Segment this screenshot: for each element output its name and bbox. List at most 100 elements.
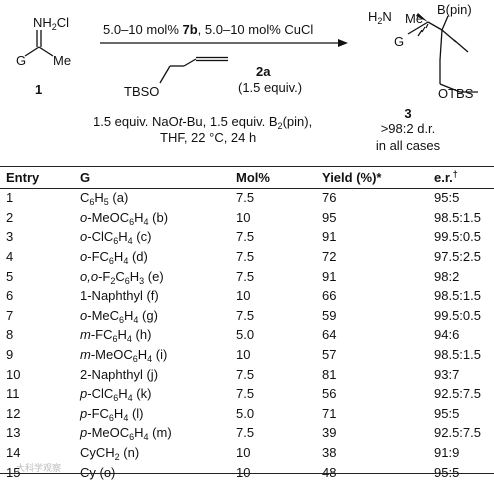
cell-yield: 38 [322, 445, 337, 461]
cell-g: 1-Naphthyl (f) [80, 286, 236, 306]
g-part: 4 [133, 314, 139, 325]
g-part: 4 [147, 354, 153, 365]
table-top-rule [0, 166, 494, 167]
cell-er: 98.5:1.5 [434, 209, 481, 225]
g-part: H [129, 268, 140, 284]
g-part: 6 [113, 393, 119, 404]
cell-yield: 39 [322, 425, 337, 441]
cell-mol: 7.5 [236, 386, 255, 402]
g-part: (d) [128, 249, 148, 265]
g-part: 6 [132, 354, 138, 365]
product-note: in all cases [375, 138, 441, 153]
cell-mol: 7.5 [236, 425, 255, 441]
table-body: 1 C6H5 (a) 7.5 76 95:5 2 o-MeOC6H4 (b) 10 95 98.5… [0, 188, 494, 482]
cell-yield: 72 [322, 249, 337, 265]
g-part: (c) [132, 229, 152, 245]
g-part: 4 [126, 334, 132, 345]
g-part: 4 [143, 216, 149, 227]
g-part: 6 [119, 314, 125, 325]
table-row: 5 o,o-F2C6H3 (e) 7.5 91 98:2 [0, 266, 494, 286]
g-part: H [124, 307, 134, 323]
cell-g: m-FC6H4 (h) [80, 325, 236, 345]
cell-entry: 6 [6, 288, 14, 304]
table-header-rule [0, 188, 494, 189]
cell-yield: 71 [322, 405, 337, 421]
scheme-structures [24, 13, 478, 93]
sm-me-label: Me [53, 53, 72, 68]
conditions-line-2: THF, 22 °C, 24 h [160, 130, 257, 145]
g-part: -MeOC [87, 425, 130, 441]
reaction-arrow [100, 39, 348, 47]
table-header-row: Entry G Mol% Yield (%)* e.r.† [0, 167, 494, 188]
g-part: (n) [119, 445, 140, 461]
g-part: (g) [138, 307, 158, 323]
g-part: 6 [108, 412, 114, 423]
cell-g: C6H5 (a) [80, 188, 236, 208]
allene-equiv: (1.5 equiv.) [238, 80, 303, 95]
allene-tbso-label: TBSO [124, 84, 160, 99]
header-er: e.r.† [434, 169, 458, 186]
g-part: 2 [114, 452, 120, 463]
cell-entry: 3 [6, 229, 14, 245]
product-dr: >98:2 d.r. [380, 121, 436, 136]
cell-yield: 64 [322, 327, 337, 343]
product-amine-label: H2N [368, 9, 392, 26]
table-row: 4 o-FC6H4 (d) 7.5 72 97.5:2.5 [0, 247, 494, 267]
product-compound-number: 3 [404, 106, 412, 121]
cell-g: Cy (o) [80, 462, 236, 482]
g-part: 4 [123, 256, 129, 267]
g-part: (h) [131, 327, 152, 343]
g-part: H [134, 425, 144, 441]
cell-g: p-MeOC6H4 (m) [80, 423, 236, 443]
g-part: 6 [129, 432, 135, 443]
cell-entry: 14 [6, 445, 21, 461]
g-part: o [80, 229, 88, 245]
cell-er: 93:7 [434, 366, 460, 382]
catalyst-conditions: 5.0–10 mol% 7b, 5.0–10 mol% CuCl [103, 22, 314, 37]
g-part: (k) [132, 386, 152, 402]
cell-g: p-FC6H4 (l) [80, 404, 236, 424]
g-part: C [80, 190, 90, 206]
g-part: H [118, 386, 128, 402]
g-part: 3 [139, 275, 145, 286]
cell-yield: 91 [322, 229, 337, 245]
cell-er: 91:9 [434, 445, 460, 461]
cell-er: 98.5:1.5 [434, 288, 481, 304]
g-part: o [80, 209, 88, 225]
g-part: H [118, 229, 128, 245]
product-me-label: Me [405, 11, 424, 26]
cell-er: 92.5:7.5 [434, 425, 481, 441]
cell-mol: 10 [236, 288, 251, 304]
g-part: -FC [87, 249, 109, 265]
cell-er: 92.5:7.5 [434, 386, 481, 402]
cell-yield: 59 [322, 307, 337, 323]
g-part: o [80, 249, 88, 265]
starting-material-drawing [24, 30, 54, 57]
cell-entry: 5 [6, 268, 14, 284]
sm-compound-number: 1 [35, 82, 43, 97]
cell-yield: 76 [322, 190, 337, 206]
cell-mol: 10 [236, 347, 251, 363]
cell-mol: 10 [236, 464, 251, 480]
table-row: 10 2-Naphthyl (j) 7.5 81 93:7 [0, 364, 494, 384]
g-part: 6 [124, 275, 130, 286]
g-part: H [113, 405, 124, 421]
g-part: 4 [127, 236, 133, 247]
allene-compound-number: 2a [256, 64, 271, 79]
g-part: 2 [110, 275, 116, 286]
g-part: 2-Naphthyl (j) [80, 366, 159, 382]
cell-mol: 10 [236, 445, 251, 461]
product-bpin-label: B(pin) [437, 2, 472, 17]
header-entry: Entry [6, 170, 40, 185]
table-row: 2 o-MeOC6H4 (b) 10 95 98.5:1.5 [0, 208, 494, 228]
table-row: 1 C6H5 (a) 7.5 76 95:5 [0, 188, 494, 208]
g-part: 6 [108, 256, 114, 267]
cell-entry: 12 [6, 405, 21, 421]
cell-yield: 95 [322, 209, 337, 225]
cell-mol: 10 [236, 209, 251, 225]
cell-g: o-MeC6H4 (g) [80, 306, 236, 326]
cell-entry: 13 [6, 425, 21, 441]
cell-mol: 7.5 [236, 307, 255, 323]
cell-mol: 7.5 [236, 366, 255, 382]
cell-entry: 9 [6, 347, 14, 363]
